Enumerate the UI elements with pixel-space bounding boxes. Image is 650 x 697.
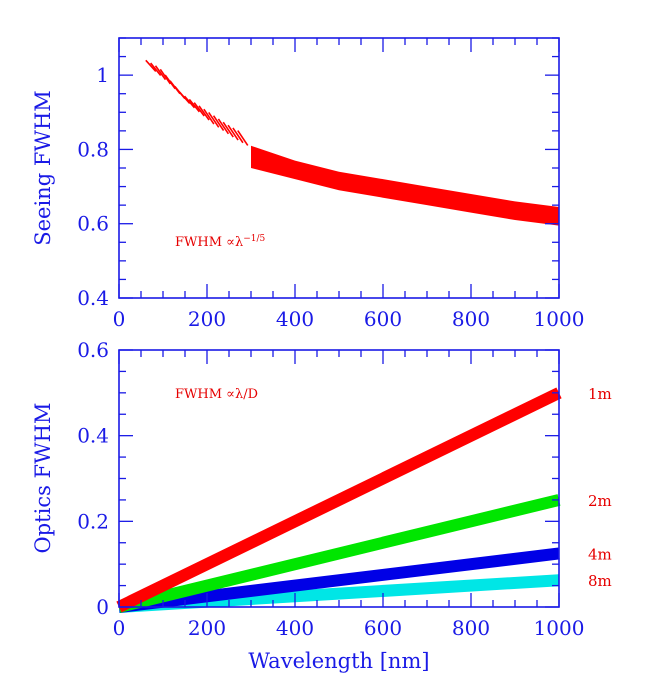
optics-line-2m: [117, 494, 561, 613]
optics-label-4m: 4m: [588, 545, 612, 563]
optics-y-tick-label: 0.6: [77, 338, 109, 362]
seeing-band-hatch-stroke: [237, 130, 249, 146]
seeing-annotation-base: FWHM ∝λ: [175, 235, 243, 250]
seeing-plot-frame: [118, 37, 560, 299]
seeing-x-tick-label: 0: [113, 307, 126, 331]
seeing-annotation: FWHM ∝λ−1/5: [175, 234, 266, 250]
optics-y-tick-label: 0.2: [77, 509, 109, 533]
seeing-band-hatch-stroke: [188, 98, 200, 113]
optics-tick-layer: 0 200 400 600 800 1000 0 0.2 0.4 0.6: [77, 338, 584, 640]
seeing-x-tick-label: 400: [276, 307, 314, 331]
seeing-band-hatch-stroke: [154, 65, 167, 81]
seeing-band-hatch-stroke: [227, 124, 239, 141]
seeing-band-hatch-stroke: [159, 68, 171, 85]
seeing-x-tick-label: 200: [188, 307, 226, 331]
seeing-band-hatch-stroke: [198, 105, 210, 121]
seeing-band-hatch-stroke: [232, 127, 244, 144]
seeing-data-layer: [145, 59, 559, 226]
seeing-x-tick-label: 1000: [534, 307, 585, 331]
optics-series-labels: 1m 2m 4m 8m: [588, 385, 612, 590]
optics-annotation: FWHM ∝λ/D: [175, 387, 258, 402]
optics-label-2m: 2m: [588, 492, 612, 510]
optics-label-8m: 8m: [588, 572, 612, 590]
seeing-band-hatch-stroke: [212, 115, 225, 132]
seeing-y-tick-label: 0.8: [77, 137, 109, 161]
seeing-band-hatch-stroke: [203, 108, 215, 125]
optics-x-axis-label: Wavelength [nm]: [248, 649, 429, 673]
optics-line-4m: [118, 547, 560, 613]
seeing-band-hatch-stroke: [193, 102, 205, 117]
optics-x-tick-label: 400: [276, 616, 314, 640]
seeing-band-hatch-stroke: [222, 121, 234, 138]
seeing-y-tick-label: 0.4: [77, 286, 109, 310]
optics-data-layer: [116, 387, 562, 613]
optics-x-tick-label: 600: [364, 616, 402, 640]
optics-y-tick-label: 0: [96, 595, 109, 619]
optics-y-tick-label: 0.4: [77, 424, 109, 448]
seeing-y-tick-label: 1: [96, 63, 109, 87]
seeing-y-tick-label: 0.6: [77, 212, 109, 236]
seeing-band-hatch-stroke: [145, 59, 157, 72]
seeing-band-hatch-stroke: [208, 111, 220, 128]
seeing-band-hatch-stroke: [179, 91, 191, 105]
optics-x-tick-label: 200: [188, 616, 226, 640]
seeing-band-solid: [251, 145, 559, 226]
seeing-band-hatch-stroke: [150, 62, 162, 77]
optics-line-1m: [116, 387, 562, 613]
seeing-band-hatch-stroke: [183, 95, 196, 109]
seeing-x-tick-label: 600: [364, 307, 402, 331]
optics-x-tick-label: 800: [452, 616, 490, 640]
optics-x-tick-label: 0: [113, 616, 126, 640]
seeing-y-axis-label: Seeing FWHM: [31, 90, 55, 246]
seeing-x-tick-label: 800: [452, 307, 490, 331]
seeing-annotation-exponent: −1/5: [243, 234, 265, 244]
optics-y-axis-label: Optics FWHM: [31, 403, 55, 554]
seeing-tick-layer: 0 200 400 600 800 1000 0.4 0.6 0.8 1: [77, 37, 585, 331]
optics-label-1m: 1m: [588, 385, 612, 403]
optics-x-tick-label: 1000: [534, 616, 585, 640]
seeing-band-hatch-stroke: [217, 118, 230, 135]
